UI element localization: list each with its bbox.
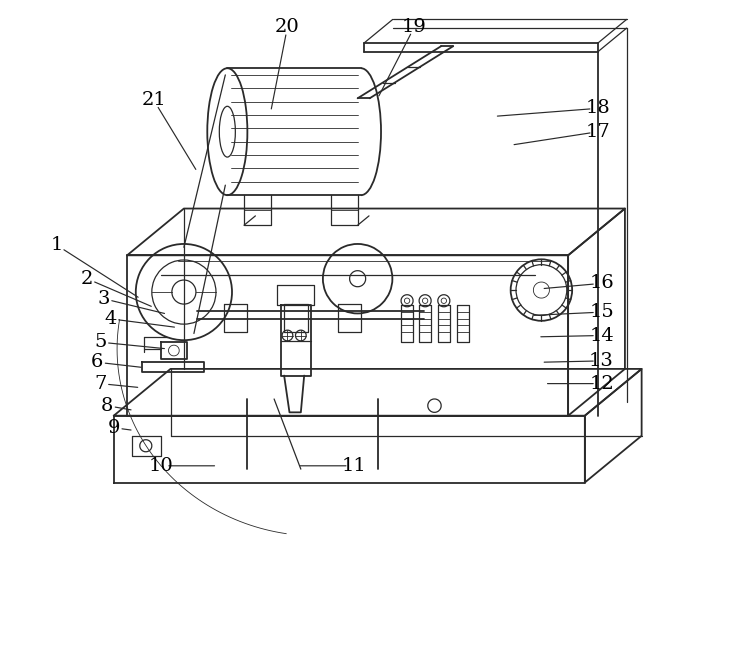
Text: 11: 11 <box>342 457 367 475</box>
Text: 13: 13 <box>589 352 614 370</box>
Text: 5: 5 <box>94 333 107 351</box>
Text: 1: 1 <box>50 236 63 254</box>
Text: 16: 16 <box>589 274 614 293</box>
Text: 9: 9 <box>108 419 120 437</box>
Text: 21: 21 <box>142 91 166 109</box>
Text: 3: 3 <box>97 290 110 308</box>
Text: 15: 15 <box>589 303 614 321</box>
Text: 6: 6 <box>91 353 103 371</box>
Text: 2: 2 <box>81 270 93 288</box>
Text: 12: 12 <box>589 374 614 393</box>
Text: 19: 19 <box>402 17 427 36</box>
Text: 10: 10 <box>148 457 173 475</box>
Text: 20: 20 <box>275 17 300 36</box>
Text: 4: 4 <box>104 310 116 328</box>
Text: 14: 14 <box>589 327 614 344</box>
Text: 18: 18 <box>586 99 611 117</box>
Text: 7: 7 <box>94 374 107 393</box>
Text: 8: 8 <box>101 397 114 415</box>
Text: 17: 17 <box>586 123 611 141</box>
